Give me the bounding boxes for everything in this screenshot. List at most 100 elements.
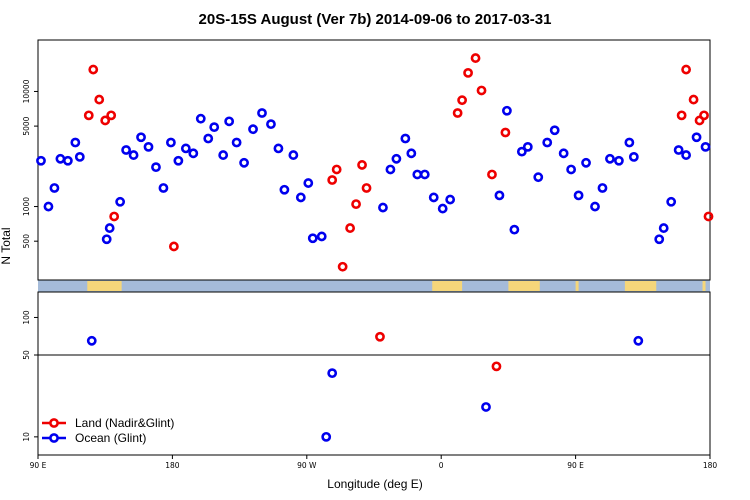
ocean-point	[533, 172, 544, 183]
land-point	[463, 67, 473, 78]
ocean-point	[49, 183, 60, 193]
ocean-point	[385, 164, 396, 175]
land-point	[457, 95, 468, 106]
ocean-point	[288, 150, 299, 160]
ocean-point	[316, 231, 327, 242]
chart-title: 20S-15S August (Ver 7b) 2014-09-06 to 20…	[199, 11, 552, 28]
y-tick-label: 10000	[22, 79, 31, 103]
y-tick-label: 100	[22, 310, 31, 325]
ocean-point	[173, 155, 184, 166]
land-point	[703, 211, 714, 222]
land-point	[351, 199, 361, 210]
land-segment	[702, 281, 706, 291]
land-point	[452, 108, 463, 118]
x-tick-label: 0	[439, 461, 444, 470]
ocean-point	[209, 122, 220, 133]
ocean-point	[522, 141, 533, 152]
ocean-point	[605, 153, 615, 164]
ocean-point	[224, 116, 235, 127]
ocean-point	[406, 148, 417, 159]
ocean-point	[391, 153, 402, 164]
ocean-point	[673, 145, 684, 155]
ocean-point	[428, 192, 439, 203]
ocean-point	[257, 108, 267, 118]
ocean-point	[590, 201, 600, 212]
ocean-point	[43, 201, 54, 212]
land-point	[345, 223, 356, 233]
ocean-point	[195, 113, 206, 124]
ocean-point	[180, 143, 191, 154]
y-axis-title: N Total	[0, 227, 13, 264]
x-tick-label: 180	[165, 461, 180, 470]
ocean-point	[101, 234, 112, 245]
ocean-point	[188, 148, 199, 159]
ocean-point	[248, 124, 258, 135]
ocean-point	[549, 125, 560, 136]
ocean-point	[666, 196, 677, 207]
lower-panels-frame	[37, 291, 711, 456]
ocean-point	[273, 143, 284, 154]
ocean-point	[516, 146, 527, 157]
land-point	[100, 115, 111, 126]
land-point	[491, 361, 502, 372]
ocean-point	[321, 431, 332, 442]
ocean-point	[166, 137, 176, 148]
ocean-point	[628, 152, 639, 162]
ocean-point	[158, 183, 169, 193]
land-point	[476, 85, 487, 96]
ocean-point	[509, 224, 520, 235]
land-point	[94, 94, 105, 105]
ocean-point	[74, 152, 85, 162]
ocean-point	[502, 105, 512, 116]
ocean-point	[542, 137, 553, 148]
land-point	[337, 261, 348, 272]
ocean-point	[437, 203, 448, 214]
ocean-point	[566, 164, 577, 175]
ocean-point	[279, 184, 290, 195]
land-point	[357, 160, 367, 170]
land-point	[327, 175, 338, 185]
ocean-point	[419, 169, 430, 180]
x-axis-title: Longitude (deg E)	[327, 477, 422, 491]
ocean-point	[266, 119, 276, 130]
data-points	[36, 53, 714, 442]
ocean-point	[143, 141, 154, 152]
ocean-point	[136, 132, 146, 143]
x-tick-label: 180	[703, 461, 718, 470]
land-point	[168, 241, 179, 252]
ocean-point	[70, 137, 81, 148]
ocean-point	[681, 150, 692, 160]
ocean-point	[86, 335, 97, 346]
ocean-point	[654, 234, 665, 245]
y-tick-label: 5000	[22, 116, 31, 135]
ocean-point	[400, 133, 411, 144]
y-tick-label: 50	[22, 350, 31, 360]
ocean-point	[378, 202, 388, 213]
ocean-point	[633, 335, 644, 346]
land-point	[688, 94, 699, 105]
legend-marker	[49, 418, 59, 428]
y-tick-label: 10	[22, 432, 31, 442]
land-segment	[624, 281, 657, 291]
ocean-point	[62, 155, 73, 166]
ocean-point	[115, 196, 126, 207]
ocean-point	[691, 132, 702, 143]
ocean-point	[494, 190, 505, 201]
x-tick-label: 90 W	[297, 461, 317, 470]
land-point	[487, 169, 497, 180]
land-segment	[508, 281, 540, 291]
legend-label: Ocean (Glint)	[75, 431, 146, 445]
land-point	[106, 110, 117, 121]
ocean-point	[151, 162, 161, 173]
land-point	[500, 127, 511, 138]
y-tick-label: 500	[22, 234, 31, 249]
ocean-point	[558, 148, 569, 159]
land-point	[88, 64, 99, 75]
legend-label: Land (Nadir&Glint)	[75, 416, 174, 430]
ocean-point	[624, 137, 635, 148]
land-point	[109, 211, 120, 222]
land-point	[699, 110, 709, 121]
y-tick-label: 1000	[22, 197, 31, 216]
